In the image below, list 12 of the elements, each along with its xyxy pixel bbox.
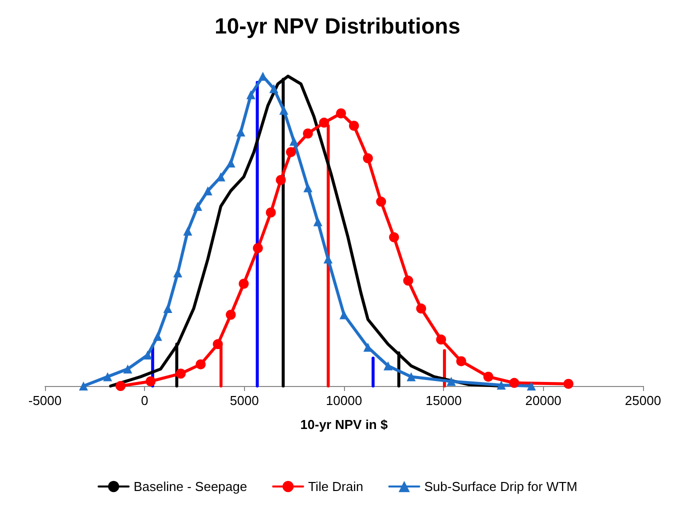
legend-label: Sub-Surface Drip for WTM [424,479,578,494]
x-tick-label: 10000 [326,393,362,408]
legend-label: Tile Drain [308,479,364,494]
x-tick-label: 0 [141,393,148,408]
x-tick-label: 15000 [426,393,462,408]
legend-label: Baseline - Seepage [134,479,248,494]
chart-title: 10-yr NPV Distributions [214,14,460,38]
x-axis-title: 10-yr NPV in $ [300,417,388,432]
x-tick-label: 25000 [624,393,662,408]
x-tick-label: 5000 [230,393,259,408]
x-tick-label: 20000 [525,393,562,408]
x-tick-label: -5000 [28,393,62,408]
